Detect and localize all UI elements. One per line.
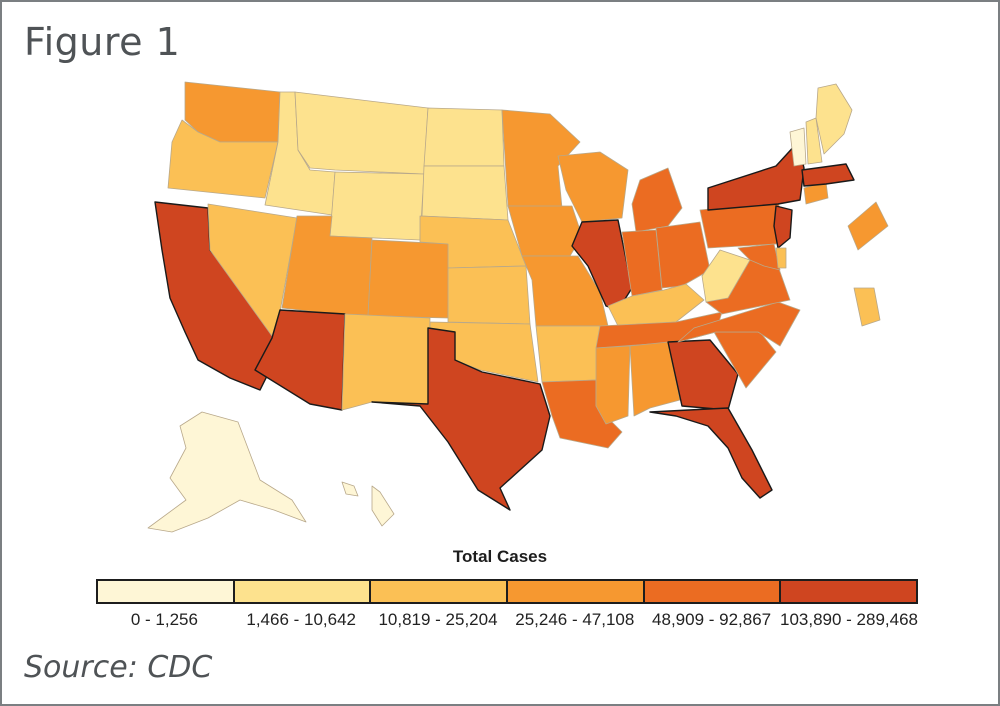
state-MS: [595, 345, 631, 425]
state-UT: [281, 215, 373, 319]
legend-swatch: [371, 581, 509, 602]
state-HI: [371, 485, 395, 527]
state-NY: [707, 141, 805, 211]
state-DC-inset: [853, 287, 881, 327]
legend-label: 1,466 - 10,642: [246, 610, 357, 629]
state-DE: [775, 247, 787, 269]
state-NH: [805, 117, 823, 165]
legend-title: Total Cases: [452, 547, 548, 566]
state-MI: [631, 167, 683, 233]
state-RI: [847, 201, 889, 251]
state-NC: [677, 301, 801, 347]
legend-color-scale: [96, 579, 918, 604]
state-WY: [329, 171, 425, 241]
figure-title: Figure 1: [24, 20, 181, 64]
us-choropleth-map: [147, 81, 889, 533]
state-MD: [737, 243, 781, 271]
state-OR: [167, 119, 279, 199]
state-GA: [667, 339, 739, 411]
state-AR: [535, 325, 603, 383]
state-OH: [655, 221, 711, 289]
legend-swatch: [644, 581, 782, 602]
state-FL: [649, 407, 773, 499]
legend-label: 48,909 - 92,867: [652, 610, 772, 629]
state-CO: [367, 239, 451, 319]
state-ME: [815, 83, 853, 155]
state-MA: [801, 163, 855, 187]
state-SD: [421, 165, 509, 221]
legend-swatch: [508, 581, 645, 602]
source-caption: Source: CDC: [24, 650, 213, 685]
legend-label: 10,819 - 25,204: [378, 610, 498, 629]
state-HI-islands: [341, 481, 359, 497]
legend-label: 25,246 - 47,108: [515, 610, 635, 629]
state-TX: [371, 327, 551, 511]
legend-swatch: [781, 581, 917, 602]
legend-swatch: [234, 581, 372, 602]
state-AL: [629, 341, 681, 417]
state-VT: [789, 127, 807, 167]
state-WI: [557, 151, 629, 223]
state-NJ: [773, 205, 793, 249]
state-AK: [147, 411, 307, 533]
legend-swatch: [98, 581, 235, 602]
state-KS: [447, 265, 531, 325]
state-NM: [341, 313, 431, 411]
state-MT: [294, 91, 429, 175]
legend-label: 103,890 - 289,468: [779, 610, 918, 629]
state-ND: [423, 107, 505, 167]
legend-labels: 0 - 1,256 1,466 - 10,642 10,819 - 25,204…: [96, 610, 918, 630]
legend-label: 0 - 1,256: [130, 610, 198, 629]
